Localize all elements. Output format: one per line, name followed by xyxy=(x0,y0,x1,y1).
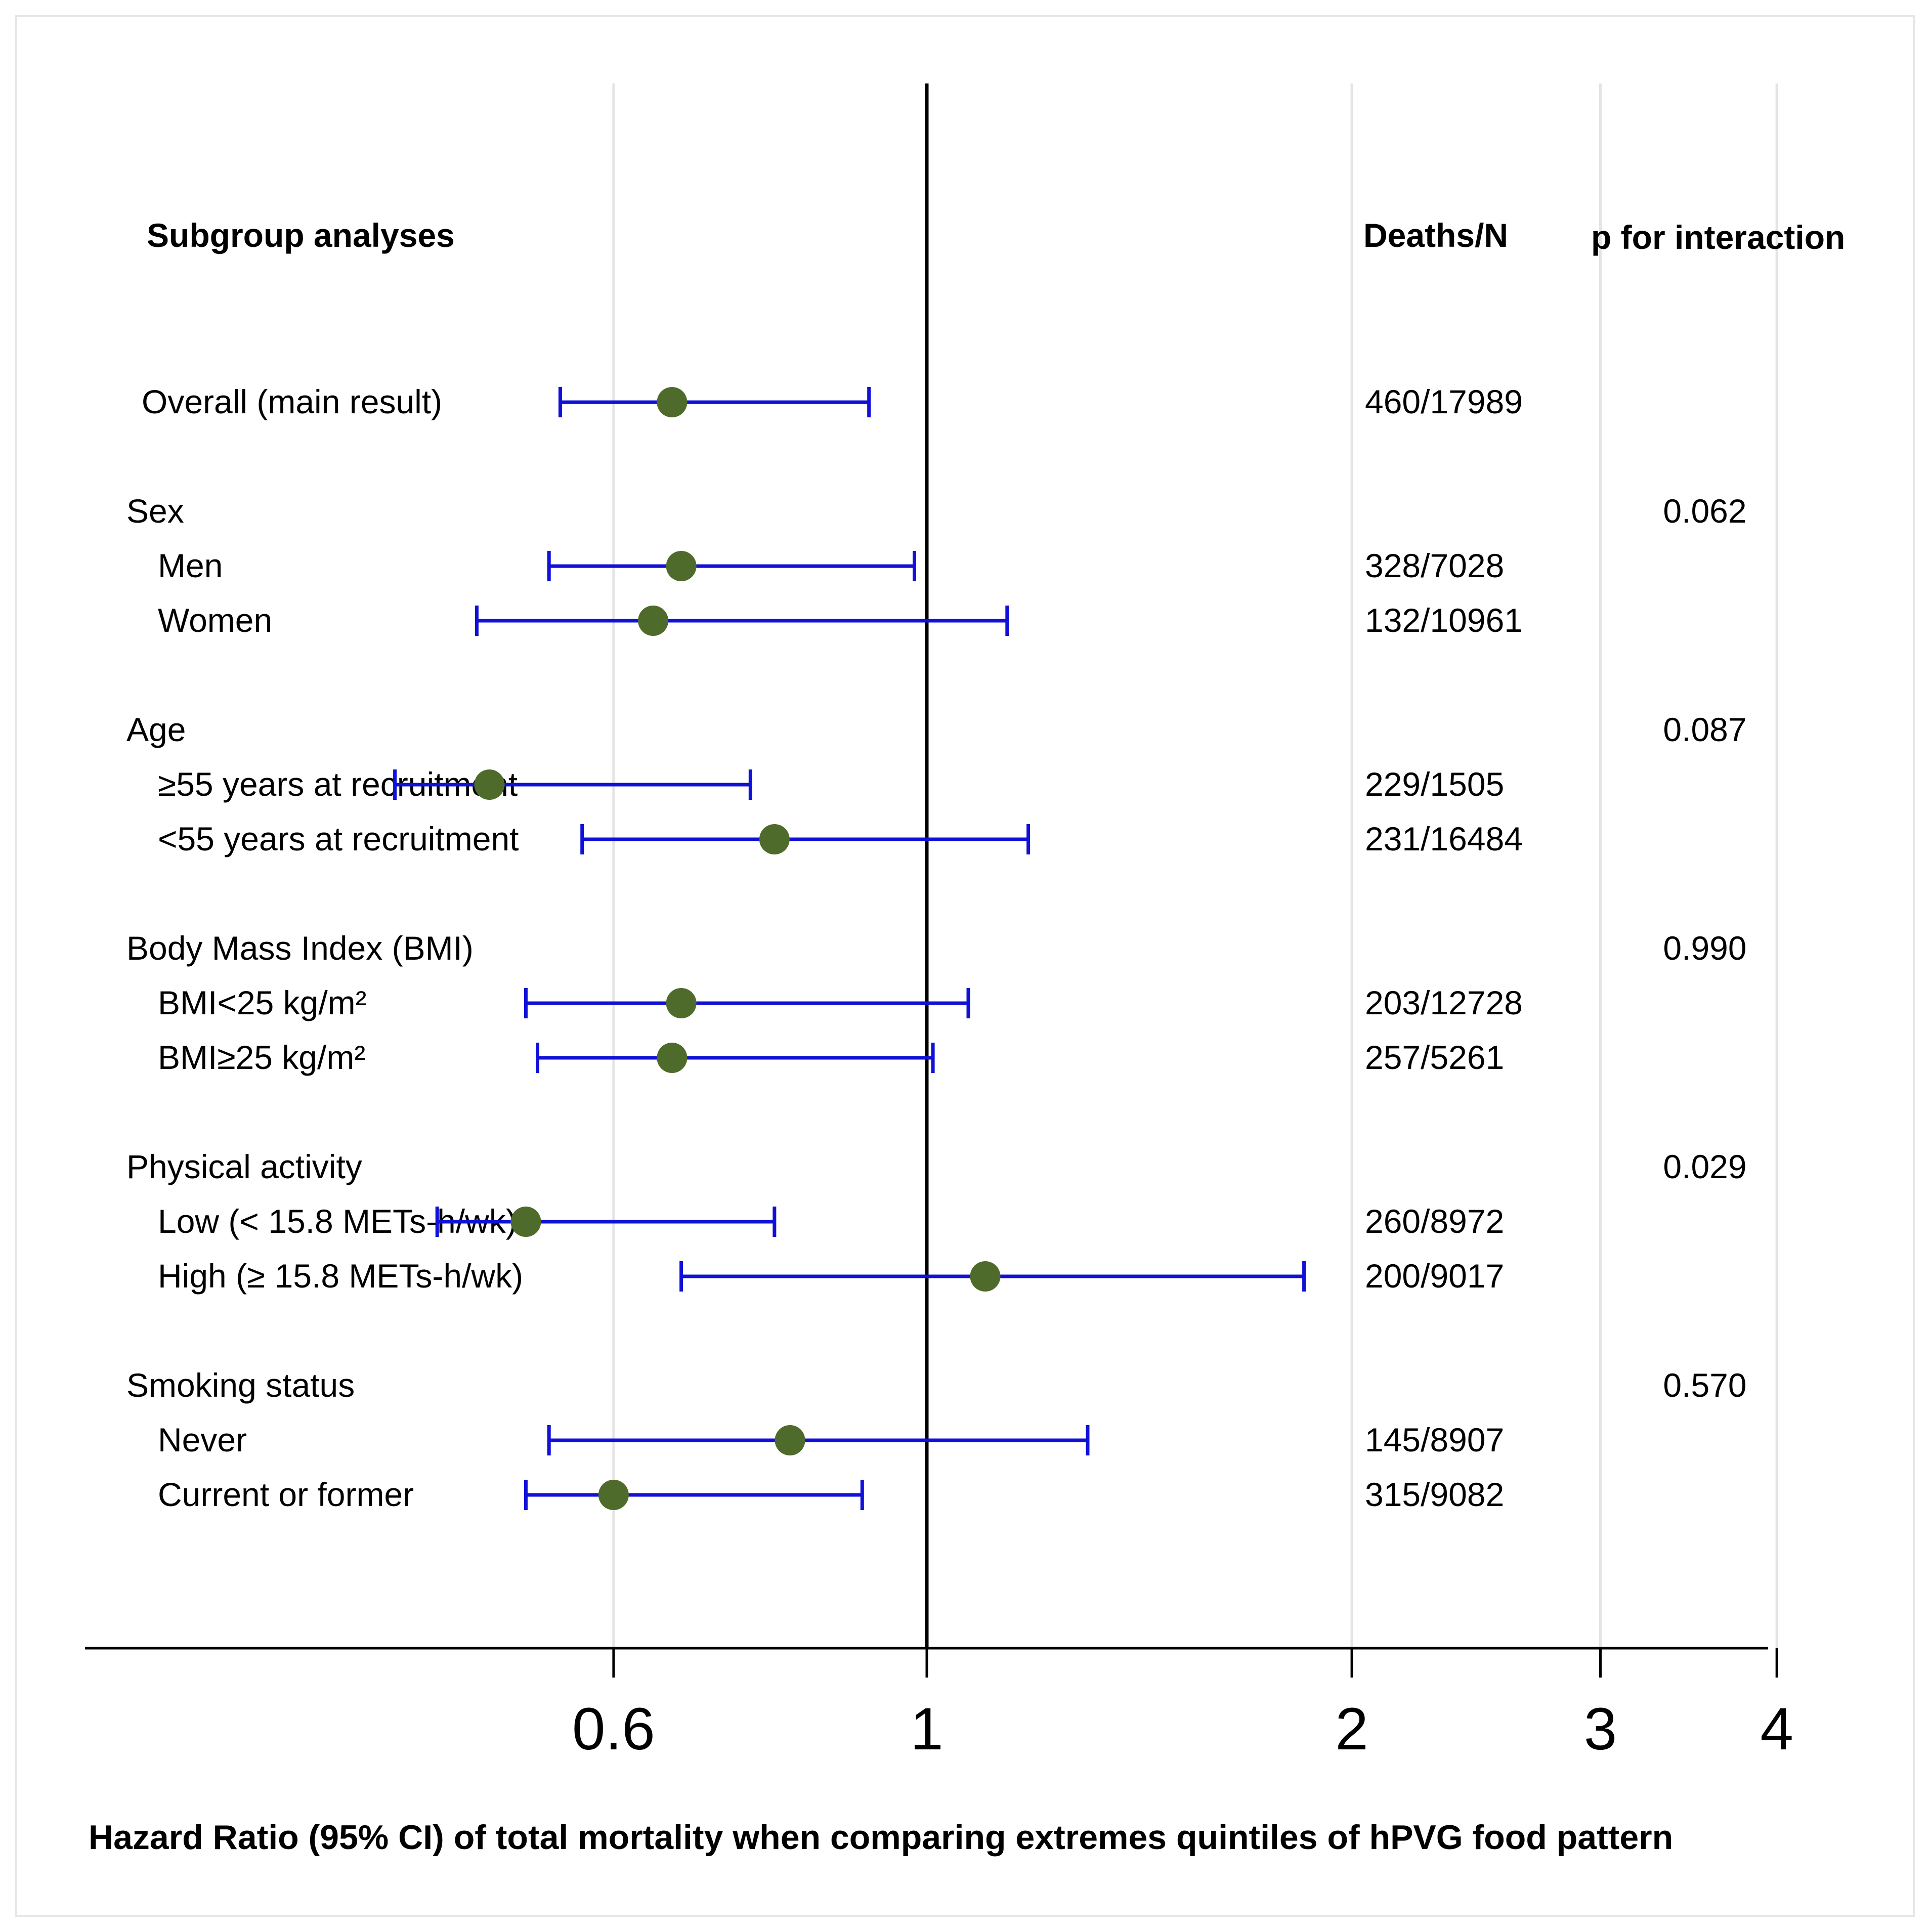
group-label: Physical activity xyxy=(126,1148,362,1185)
hr-point xyxy=(510,1207,541,1237)
p-interaction-value: 0.062 xyxy=(1663,492,1746,530)
row-label: Never xyxy=(158,1421,247,1458)
group-label: Body Mass Index (BMI) xyxy=(126,929,474,967)
group-label: Sex xyxy=(126,492,184,530)
row-label: High (≥ 15.8 METs-h/wk) xyxy=(158,1257,523,1295)
row-label: Current or former xyxy=(158,1476,414,1513)
hr-point xyxy=(666,988,697,1018)
deaths-value: 145/8907 xyxy=(1365,1421,1504,1458)
header-deaths: Deaths/N xyxy=(1363,217,1508,254)
hr-point xyxy=(598,1480,629,1510)
figure-frame xyxy=(15,15,1915,1917)
row-label: Men xyxy=(158,547,223,584)
x-axis-label: Hazard Ratio (95% CI) of total mortality… xyxy=(89,1818,1673,1857)
row-label: Women xyxy=(158,602,272,639)
row-label: <55 years at recruitment xyxy=(158,820,519,857)
hr-point xyxy=(759,824,790,854)
x-tick-label: 4 xyxy=(1760,1696,1793,1763)
p-interaction-value: 0.029 xyxy=(1663,1148,1746,1185)
deaths-value: 231/16484 xyxy=(1365,820,1523,857)
x-tick-label: 0.6 xyxy=(572,1696,655,1763)
deaths-value: 229/1505 xyxy=(1365,765,1504,803)
hr-point xyxy=(638,606,669,636)
group-label: Age xyxy=(126,711,186,748)
row-label: Overall (main result) xyxy=(142,383,442,420)
p-interaction-value: 0.570 xyxy=(1663,1366,1746,1404)
p-interaction-value: 0.087 xyxy=(1663,711,1746,748)
x-tick-label: 3 xyxy=(1584,1696,1617,1763)
deaths-value: 203/12728 xyxy=(1365,984,1523,1021)
deaths-value: 328/7028 xyxy=(1365,547,1504,584)
deaths-value: 460/17989 xyxy=(1365,383,1523,420)
header-p-interaction: p for interaction xyxy=(1591,219,1845,256)
row-label: BMI≥25 kg/m² xyxy=(158,1039,365,1076)
row-label: BMI<25 kg/m² xyxy=(158,984,367,1021)
x-tick-label: 1 xyxy=(910,1696,943,1763)
group-label: Smoking status xyxy=(126,1366,355,1404)
header-subgroup: Subgroup analyses xyxy=(147,217,455,254)
deaths-value: 257/5261 xyxy=(1365,1039,1504,1076)
hr-point xyxy=(666,551,697,581)
deaths-value: 200/9017 xyxy=(1365,1257,1504,1295)
hr-point xyxy=(775,1425,805,1455)
deaths-value: 132/10961 xyxy=(1365,602,1523,639)
hr-point xyxy=(970,1261,1001,1292)
p-interaction-value: 0.990 xyxy=(1663,929,1746,967)
hr-point xyxy=(657,1043,688,1073)
deaths-value: 260/8972 xyxy=(1365,1203,1504,1240)
deaths-value: 315/9082 xyxy=(1365,1476,1504,1513)
x-tick-label: 2 xyxy=(1335,1696,1368,1763)
hr-point xyxy=(474,769,505,800)
hr-point xyxy=(657,387,688,417)
